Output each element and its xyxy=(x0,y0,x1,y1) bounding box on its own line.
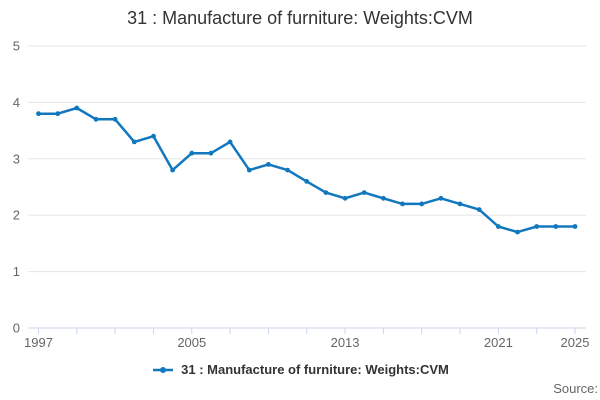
series-data-point[interactable] xyxy=(151,133,156,139)
y-axis-tick-label: 1 xyxy=(13,264,20,279)
line-series-group[interactable] xyxy=(36,105,578,235)
chart-title: 31 : Manufacture of furniture: Weights:C… xyxy=(127,8,473,28)
series-data-point[interactable] xyxy=(495,224,501,229)
series-data-point[interactable] xyxy=(515,229,520,235)
series-data-point[interactable] xyxy=(342,195,348,201)
series-data-point[interactable] xyxy=(419,201,425,207)
series-data-point[interactable] xyxy=(93,116,99,122)
series-data-point[interactable] xyxy=(189,150,195,156)
y-axis-tick-label: 2 xyxy=(13,208,20,223)
y-axis-tick-label: 0 xyxy=(13,321,20,336)
series-line[interactable] xyxy=(37,106,577,234)
x-axis-tick-label: 2005 xyxy=(177,335,206,350)
x-axis-tick-label: 2025 xyxy=(561,335,590,350)
x-axis-tick-label: 2021 xyxy=(484,335,513,350)
y-axis-tick-label: 3 xyxy=(13,151,20,166)
y-axis-labels-group: 0 1 2 3 4 5 xyxy=(13,39,20,336)
series-data-point[interactable] xyxy=(112,116,118,122)
series-data-point[interactable] xyxy=(266,162,271,167)
x-axis-ticks-group xyxy=(38,328,576,334)
series-data-point[interactable] xyxy=(246,167,252,173)
series-data-point[interactable] xyxy=(131,139,137,145)
x-axis-labels-group: 1997 2005 2013 2021 2025 xyxy=(24,335,589,350)
y-axis-tick-label: 4 xyxy=(13,95,20,110)
series-data-point[interactable] xyxy=(457,201,463,207)
series-data-point[interactable] xyxy=(36,111,41,117)
series-data-point[interactable] xyxy=(572,224,578,229)
series-data-point[interactable] xyxy=(361,190,367,196)
series-data-point[interactable] xyxy=(208,150,214,156)
legend-label: 31 : Manufacture of furniture: Weights:C… xyxy=(181,362,449,377)
series-data-point[interactable] xyxy=(381,195,386,201)
plot-area: 0 1 2 3 4 5 1997 2005 2013 2021 2025 xyxy=(13,39,590,351)
series-data-point[interactable] xyxy=(400,201,405,207)
series-data-point[interactable] xyxy=(304,179,310,184)
legend-item[interactable]: 31 : Manufacture of furniture: Weights:C… xyxy=(0,362,600,377)
series-data-point[interactable] xyxy=(55,111,61,117)
gridlines-group xyxy=(28,45,586,329)
series-data-point[interactable] xyxy=(534,224,540,229)
series-data-point[interactable] xyxy=(476,207,482,213)
series-data-point[interactable] xyxy=(323,190,329,196)
x-axis-tick-label: 2013 xyxy=(331,335,360,350)
series-data-point[interactable] xyxy=(74,105,80,111)
source-label: Source: xyxy=(553,381,598,396)
y-axis-tick-label: 5 xyxy=(13,39,20,54)
x-axis-tick-label: 1997 xyxy=(24,335,53,350)
series-data-point[interactable] xyxy=(227,139,233,145)
series-data-point[interactable] xyxy=(553,224,559,229)
series-data-point[interactable] xyxy=(170,167,176,173)
series-data-point[interactable] xyxy=(438,195,444,201)
series-data-point[interactable] xyxy=(285,167,290,173)
legend-line-marker-icon xyxy=(153,366,174,373)
